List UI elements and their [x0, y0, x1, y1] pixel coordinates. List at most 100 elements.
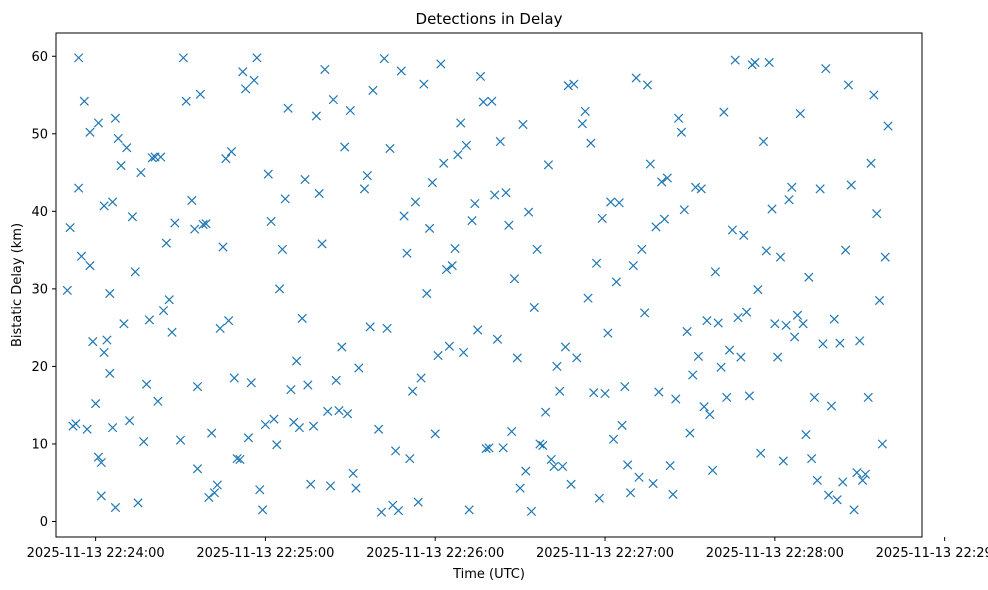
data-point	[297, 313, 307, 323]
data-point	[860, 469, 871, 479]
data-point	[385, 143, 395, 154]
data-point	[807, 454, 817, 464]
data-point	[286, 385, 296, 395]
data-point	[594, 493, 604, 503]
data-point	[249, 75, 259, 85]
data-point	[390, 446, 401, 456]
data-point	[274, 284, 285, 294]
data-point	[62, 285, 72, 296]
data-point	[156, 152, 166, 162]
data-point	[124, 416, 135, 426]
data-point	[515, 483, 525, 493]
data-point	[147, 153, 157, 163]
data-point	[88, 336, 98, 347]
data-point	[317, 239, 327, 249]
y-tick-label: 10	[31, 437, 48, 452]
data-point	[767, 204, 777, 214]
data-point	[495, 136, 505, 147]
data-point	[277, 244, 288, 254]
data-point	[560, 342, 571, 352]
data-point	[351, 483, 361, 493]
data-point	[775, 252, 786, 262]
data-point	[226, 147, 237, 157]
data-point	[526, 506, 537, 517]
data-point	[85, 260, 95, 271]
data-point	[744, 391, 754, 401]
data-point	[770, 319, 780, 329]
data-point	[224, 316, 234, 326]
data-point	[74, 183, 84, 193]
data-point	[439, 158, 449, 168]
data-point	[71, 419, 81, 429]
data-point	[215, 323, 225, 334]
data-point	[773, 352, 783, 362]
data-point	[362, 171, 372, 181]
data-point	[396, 66, 406, 76]
data-point	[181, 96, 191, 106]
data-point	[478, 97, 488, 107]
data-point	[866, 158, 876, 168]
data-point	[818, 339, 828, 349]
data-point	[597, 213, 607, 223]
data-point	[201, 219, 211, 229]
data-point	[240, 84, 251, 94]
data-point	[546, 454, 556, 465]
data-point	[750, 57, 760, 68]
data-point	[187, 195, 197, 206]
data-point	[331, 375, 341, 385]
data-point	[246, 378, 256, 388]
data-point	[116, 160, 126, 171]
data-point	[821, 64, 831, 74]
data-point	[804, 272, 814, 282]
data-point	[96, 457, 106, 468]
data-point	[620, 381, 630, 392]
data-point	[311, 111, 321, 121]
data-point	[266, 216, 276, 227]
data-point	[416, 373, 426, 383]
data-point	[883, 121, 893, 131]
data-point	[716, 362, 726, 372]
data-point	[441, 264, 452, 275]
data-point	[374, 424, 384, 434]
chart-title: Detections in Delay	[416, 10, 563, 28]
data-point	[790, 332, 800, 342]
data-point	[880, 252, 890, 262]
data-point	[170, 218, 180, 228]
data-point	[625, 488, 636, 498]
y-axis-label: Bistatic Delay (km)	[10, 223, 25, 347]
data-point	[119, 319, 129, 329]
data-point	[787, 182, 797, 192]
y-tick-label: 0	[40, 515, 48, 530]
data-point	[209, 488, 220, 498]
data-point	[105, 288, 115, 299]
data-point	[730, 55, 740, 65]
data-point	[795, 109, 805, 119]
data-point	[648, 478, 658, 489]
x-axis-label: Time (UTC)	[452, 567, 525, 582]
data-point	[611, 277, 621, 287]
data-point	[484, 443, 494, 453]
data-point	[158, 305, 169, 316]
data-point	[518, 119, 528, 130]
data-point	[74, 53, 84, 63]
data-point	[110, 113, 121, 123]
data-point	[161, 238, 171, 248]
data-point	[110, 502, 121, 513]
data-point	[96, 491, 106, 501]
data-point	[529, 302, 539, 313]
data-point	[509, 274, 520, 284]
data-point	[410, 197, 421, 207]
data-point	[739, 230, 749, 240]
data-point	[617, 420, 627, 430]
data-point	[523, 207, 534, 217]
data-point	[178, 53, 188, 63]
data-point	[577, 119, 588, 129]
data-point	[433, 350, 443, 361]
data-point	[504, 220, 514, 230]
data-point	[710, 267, 721, 277]
data-point	[608, 434, 619, 444]
data-point	[90, 399, 101, 409]
data-point	[447, 260, 457, 271]
data-point	[167, 327, 177, 337]
